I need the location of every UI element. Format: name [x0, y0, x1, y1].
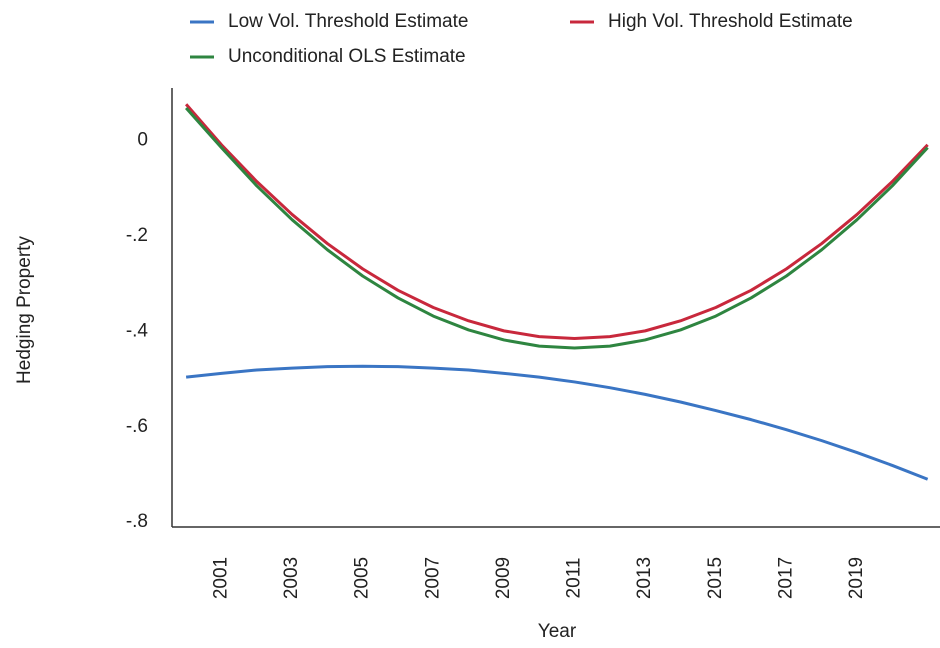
series-line — [185, 364, 929, 481]
x-axis-title: Year — [538, 621, 577, 642]
y-axis-title: Hedging Property — [14, 236, 35, 384]
legend-label: Low Vol. Threshold Estimate — [228, 11, 468, 32]
x-tick-label: 2007 — [422, 557, 443, 599]
x-tick-label: 2017 — [775, 557, 796, 599]
y-tick-label: -.6 — [126, 416, 148, 437]
x-tick-label: 2001 — [210, 557, 231, 599]
x-tick-label: 2003 — [281, 557, 302, 599]
x-tick-label: 2011 — [564, 558, 585, 599]
series-line — [184, 103, 929, 341]
x-tick-label: 2015 — [705, 557, 726, 599]
y-tick-label: -.4 — [126, 320, 149, 341]
y-tick-label: -.8 — [126, 511, 148, 532]
x-tick-label: 2005 — [352, 557, 373, 599]
y-tick-label: -.2 — [126, 225, 148, 246]
series-line — [185, 107, 929, 350]
x-tick-label: 2019 — [846, 557, 867, 599]
x-tick-label: 2013 — [634, 557, 655, 599]
y-tick-label: 0 — [137, 130, 148, 151]
legend-label: Unconditional OLS Estimate — [228, 46, 466, 67]
legend-label: High Vol. Threshold Estimate — [608, 11, 853, 32]
x-tick-label: 2009 — [493, 557, 514, 599]
